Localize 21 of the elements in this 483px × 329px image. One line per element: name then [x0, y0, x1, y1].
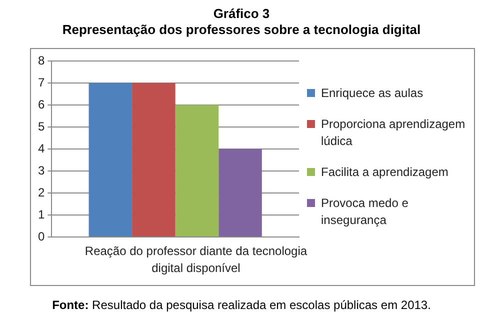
bar [218, 149, 262, 236]
x-tick-label: Reação do professor diante da tecnologia digital disponível [84, 243, 308, 277]
y-tick-label: 5 [38, 119, 45, 134]
y-tick-label: 6 [38, 97, 45, 112]
chart-subtitle: Representação dos professores sobre a tecnologia digital [61, 22, 422, 38]
y-tick-label: 1 [38, 207, 45, 222]
y-tick-label: 0 [38, 229, 45, 244]
y-tick-label: 2 [38, 185, 45, 200]
source-note: Fonte: Resultado da pesquisa realizada em escolas públicas em 2013. [51, 298, 432, 312]
y-tick-label: 7 [38, 75, 45, 90]
bar [132, 83, 176, 236]
y-tick-label: 4 [38, 141, 45, 156]
legend-label: Proporciona aprendizagem lúdica [321, 116, 466, 150]
y-tick-label: 3 [38, 163, 45, 178]
legend-label: Provoca medo e insegurança [321, 195, 410, 229]
chart-title: Gráfico 3 [212, 6, 271, 22]
legend-label: Facilita a aprendizagem [321, 164, 448, 181]
y-tick-label: 8 [38, 53, 45, 68]
legend-label: Enriquece as aulas [321, 85, 424, 102]
bar [88, 83, 132, 236]
bar [175, 105, 219, 236]
